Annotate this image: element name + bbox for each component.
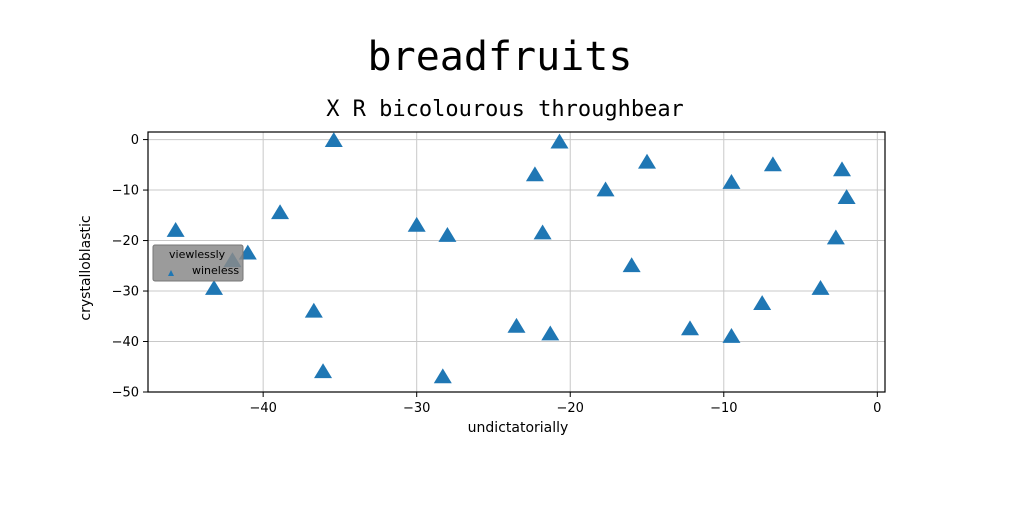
data-point-triangle (525, 166, 544, 182)
x-tick-label: 0 (873, 401, 881, 416)
data-point-triangle (314, 363, 333, 379)
data-point-triangle (205, 280, 224, 295)
x-tick-label: −10 (710, 401, 737, 416)
data-point-triangle (304, 302, 323, 318)
data-point-triangle (271, 204, 290, 220)
data-point-triangle (541, 325, 560, 341)
data-points-layer (166, 132, 856, 384)
y-axis-label: crystalloblastic (78, 215, 94, 320)
data-point-triangle (753, 295, 772, 311)
data-point-triangle (438, 226, 457, 242)
legend-marker-triangle (168, 270, 174, 276)
data-point-triangle (638, 153, 657, 169)
data-point-triangle (550, 133, 569, 149)
y-tick-label: −50 (112, 386, 139, 401)
legend-title: viewlessly (169, 248, 226, 261)
data-point-triangle (811, 280, 830, 295)
data-point-triangle (324, 132, 343, 147)
data-point-triangle (681, 320, 700, 336)
data-point-triangle (507, 317, 526, 333)
legend-entry-label: wineless (192, 264, 239, 277)
chart-subtitle: X R bicolourous throughbear (326, 97, 684, 122)
data-point-triangle (622, 257, 641, 273)
data-point-triangle (433, 368, 452, 384)
data-point-triangle (722, 327, 741, 343)
data-point-triangle (407, 216, 426, 232)
data-point-triangle (533, 224, 552, 240)
data-point-triangle (763, 156, 782, 172)
y-tick-label: −40 (112, 335, 139, 350)
plot-area-frame (147, 131, 886, 393)
y-tick-label: 0 (131, 133, 139, 148)
tick-layer: −40 −30 −20 −10 0 0 −10 −20 −30 −40 −50 (112, 133, 882, 416)
y-tick-label: −20 (112, 234, 139, 249)
x-tick-label: −20 (557, 401, 584, 416)
legend-box (152, 244, 244, 282)
y-tick-label: −30 (112, 285, 139, 300)
data-point-triangle (826, 229, 845, 245)
y-tick-label: −10 (112, 184, 139, 199)
data-point-triangle (722, 173, 741, 189)
data-point-triangle (833, 161, 852, 177)
chart-title: breadfruits (368, 34, 633, 80)
data-point-triangle (837, 189, 856, 205)
x-tick-label: −30 (403, 401, 430, 416)
data-point-triangle (166, 221, 185, 237)
data-point-triangle (596, 181, 615, 197)
x-tick-label: −40 (249, 401, 276, 416)
x-axis-label: undictatorially (468, 420, 569, 436)
legend: viewlessly wineless (152, 244, 244, 282)
